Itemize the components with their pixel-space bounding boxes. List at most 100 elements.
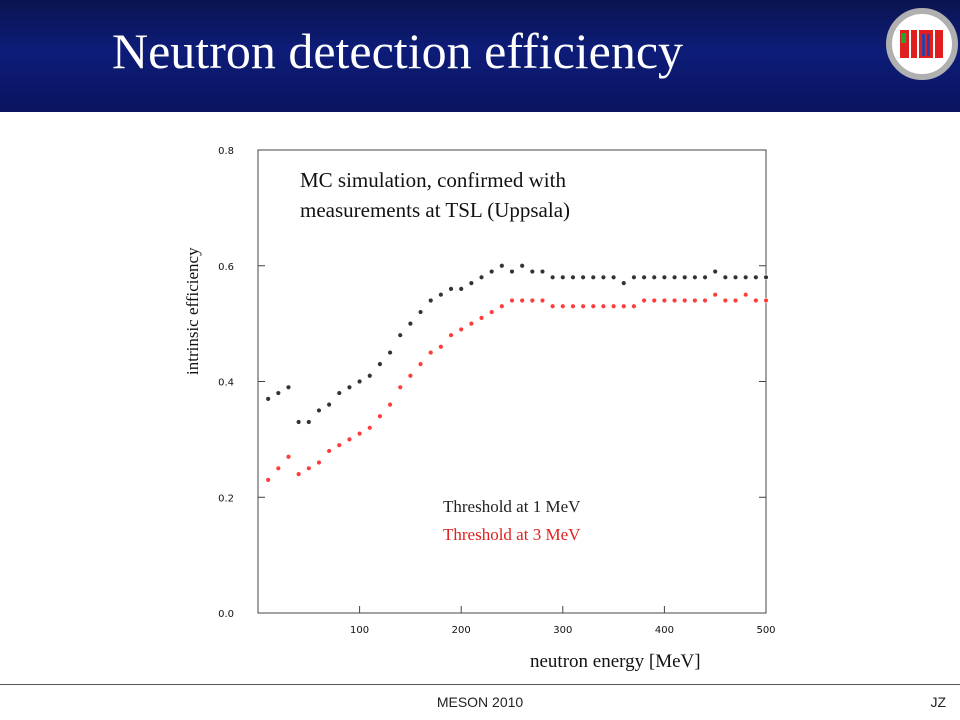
point-3mev [438,344,444,350]
footer-divider [0,684,960,685]
point-3mev [671,297,678,304]
point-1mev [478,274,485,281]
point-3mev [580,303,586,309]
point-3mev [417,361,424,367]
point-3mev [539,297,546,304]
point-1mev [509,268,515,275]
point-3mev [346,436,353,443]
point-1mev [306,419,312,425]
x-tick-label: 200 [452,625,471,636]
point-1mev [316,407,322,414]
point-1mev [580,274,586,281]
point-1mev [468,280,475,286]
point-3mev [478,315,485,321]
legend-3mev: Threshold at 3 MeV [443,525,581,544]
point-3mev [590,303,596,309]
data-points [265,263,769,483]
point-1mev [621,280,627,286]
point-1mev [539,268,546,275]
point-3mev [529,297,536,304]
point-1mev [295,419,302,425]
point-1mev [326,401,332,408]
point-1mev [417,309,424,315]
point-1mev [651,274,657,281]
point-3mev [610,303,617,309]
point-1mev [407,320,414,327]
annotation-line-2: measurements at TSL (Uppsala) [300,198,570,222]
point-1mev [356,378,363,385]
point-3mev [712,291,718,298]
point-1mev [285,384,292,390]
point-1mev [631,274,637,281]
point-3mev [428,349,434,356]
point-3mev [742,291,749,298]
x-axis: 100 200 300 400 500 [350,606,776,636]
point-3mev [356,430,363,437]
point-1mev [377,361,383,367]
point-3mev [763,297,769,304]
point-1mev [428,297,434,304]
point-1mev [641,274,647,281]
x-axis-label: neutron energy [MeV] [530,651,701,672]
point-3mev [753,297,759,304]
point-3mev [661,297,668,304]
point-1mev [265,396,271,402]
point-1mev [549,274,556,281]
slide-title: Neutron detection efficiency [112,23,684,79]
point-1mev [692,274,698,281]
point-3mev [275,465,282,472]
point-3mev [732,297,739,304]
title-bar [0,0,960,112]
point-3mev [509,297,515,304]
point-3mev [549,303,556,309]
point-3mev [641,297,647,304]
point-1mev [702,274,708,281]
y-tick-label: 0.4 [218,378,234,389]
point-1mev [763,274,769,281]
point-1mev [732,274,739,281]
point-1mev [570,274,576,281]
point-3mev [702,297,708,304]
point-3mev [600,303,607,309]
point-1mev [560,274,566,281]
x-tick-label: 100 [350,625,369,636]
point-3mev [448,332,454,338]
point-1mev [590,274,596,281]
point-3mev [631,303,637,309]
y-tick-label: 0.2 [218,493,234,504]
point-3mev [285,454,292,460]
point-1mev [275,390,282,396]
point-3mev [377,413,383,419]
point-3mev [336,442,342,448]
point-1mev [753,274,759,281]
point-3mev [326,448,332,454]
point-3mev [458,326,464,333]
point-1mev [712,268,718,275]
point-1mev [346,384,353,390]
point-1mev [458,286,464,292]
point-1mev [397,332,403,338]
y-axis-label: intrinsic efficiency [183,247,202,375]
point-3mev [316,459,322,466]
point-1mev [600,274,607,281]
x-tick-label: 300 [553,625,572,636]
point-3mev [488,309,495,315]
point-1mev [661,274,668,281]
point-1mev [438,291,444,298]
point-3mev [387,401,393,408]
point-1mev [610,274,617,281]
point-3mev [499,303,505,309]
point-1mev [519,263,525,269]
annotation-line-1: MC simulation, confirmed with [300,168,566,192]
point-3mev [651,297,657,304]
y-tick-label: 0.8 [218,146,234,157]
legend-1mev: Threshold at 1 MeV [443,497,581,516]
point-1mev [682,274,688,281]
point-3mev [265,477,271,483]
footer-conference: MESON 2010 [436,694,524,710]
point-1mev [722,274,729,281]
point-3mev [692,297,698,304]
point-3mev [468,320,475,327]
point-3mev [519,297,525,304]
